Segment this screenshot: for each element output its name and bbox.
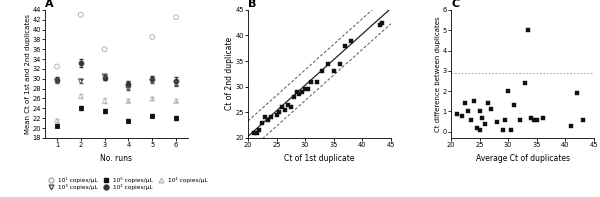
Point [484,102,493,105]
Point [148,35,157,39]
Point [566,124,576,127]
Point [481,122,490,125]
Point [475,128,484,131]
Point [377,21,387,24]
Text: B: B [248,0,256,9]
Point [578,118,587,121]
Point [475,110,484,113]
Point [100,99,109,102]
Point [171,117,181,120]
Point [306,80,316,83]
Point [124,82,133,85]
Point [100,76,109,79]
Point [100,48,109,51]
Point [148,114,157,117]
Point [263,118,273,122]
Point [478,116,487,119]
Point [506,128,516,131]
Point [249,131,259,134]
Point [148,77,157,80]
Text: A: A [45,0,53,9]
Point [52,78,62,81]
Point [254,129,264,132]
Point [463,110,473,113]
Point [312,80,322,83]
Point [289,95,299,98]
Point [500,118,510,121]
Point [526,116,536,119]
Point [452,112,461,115]
Point [572,92,581,95]
Point [298,90,307,93]
Legend: 10¹ copies/μL, 10³ copies/μL, 10⁵ copies/μL, 10² copies/μL, 10⁴ copies/μL: 10¹ copies/μL, 10³ copies/μL, 10⁵ copies… [45,177,208,190]
Point [275,111,284,114]
Point [466,118,476,121]
Y-axis label: Ct difference between duplicates: Ct difference between duplicates [435,16,441,132]
Point [301,88,310,91]
Point [486,108,496,111]
Point [292,90,301,93]
Point [257,121,267,124]
Point [124,85,133,88]
Point [124,99,133,102]
Point [260,116,270,119]
Point [295,93,304,96]
Point [521,81,530,85]
Point [303,88,313,91]
Point [503,90,513,93]
Point [124,87,133,90]
Point [266,116,275,119]
Point [523,29,533,32]
Point [286,106,296,109]
Point [76,80,86,83]
Point [76,61,86,65]
Point [335,62,344,65]
Point [329,70,338,73]
Y-axis label: Ct of 2nd duplicate: Ct of 2nd duplicate [225,37,234,111]
Point [52,119,62,122]
Text: C: C [451,0,459,9]
Point [52,124,62,127]
Point [52,80,62,83]
Point [532,118,542,121]
Point [469,100,479,103]
Point [76,107,86,110]
Point [278,106,287,109]
Point [340,44,350,47]
Point [317,70,327,73]
Point [171,16,181,19]
X-axis label: Ct of 1st duplicate: Ct of 1st duplicate [284,154,355,163]
Point [76,13,86,16]
Point [124,119,133,122]
Point [280,108,290,111]
Point [538,116,547,119]
Point [52,65,62,68]
Point [148,80,157,83]
Point [346,39,356,42]
Point [492,120,502,123]
Point [76,95,86,98]
Point [148,97,157,100]
Point [272,113,281,116]
Point [515,118,524,121]
Point [100,75,109,78]
Point [171,99,181,102]
Point [252,131,262,134]
Point [498,128,508,131]
X-axis label: No. runs: No. runs [100,154,133,163]
Point [171,82,181,85]
Point [100,109,109,112]
X-axis label: Average Ct of duplicates: Average Ct of duplicates [476,154,569,163]
Point [461,102,470,105]
Point [375,24,385,27]
Point [283,103,293,106]
Point [323,62,333,65]
Point [529,118,539,121]
Y-axis label: Mean Ct of 1st and 2nd duplicates: Mean Ct of 1st and 2nd duplicates [25,14,31,134]
Point [509,104,519,107]
Point [458,114,467,117]
Point [472,126,482,129]
Point [171,80,181,83]
